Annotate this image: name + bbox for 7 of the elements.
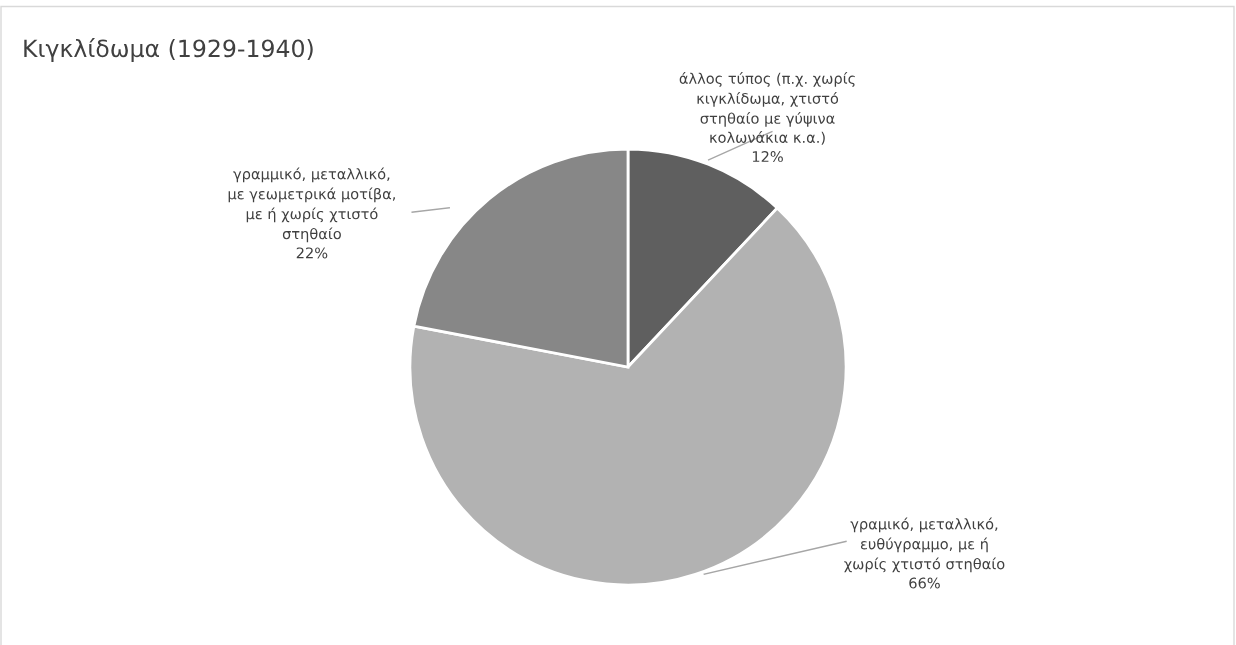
slice-label: άλλος τύπος (π.χ. χωρίς κιγκλίδωμα, χτιστό στηθαίο με γύψινα κολωνάκια κ.α.) xyxy=(679,72,855,145)
slice-label: γραμικό, μεταλλικό, ευθύγραμμο, με ή χωρίς χτιστό στηθαίο xyxy=(844,517,1005,573)
slice-label: γραμμικό, μεταλλικό, με γεωμετρικά μοτίβα, με ή χωρίς χτιστό στηθαίο xyxy=(228,167,395,243)
data-label: 22% xyxy=(296,247,328,259)
chart-title: Κιγκλίδωμα (1929-1940) xyxy=(24,38,313,62)
data-label: 12% xyxy=(752,151,783,163)
data-label: 66% xyxy=(909,577,940,589)
